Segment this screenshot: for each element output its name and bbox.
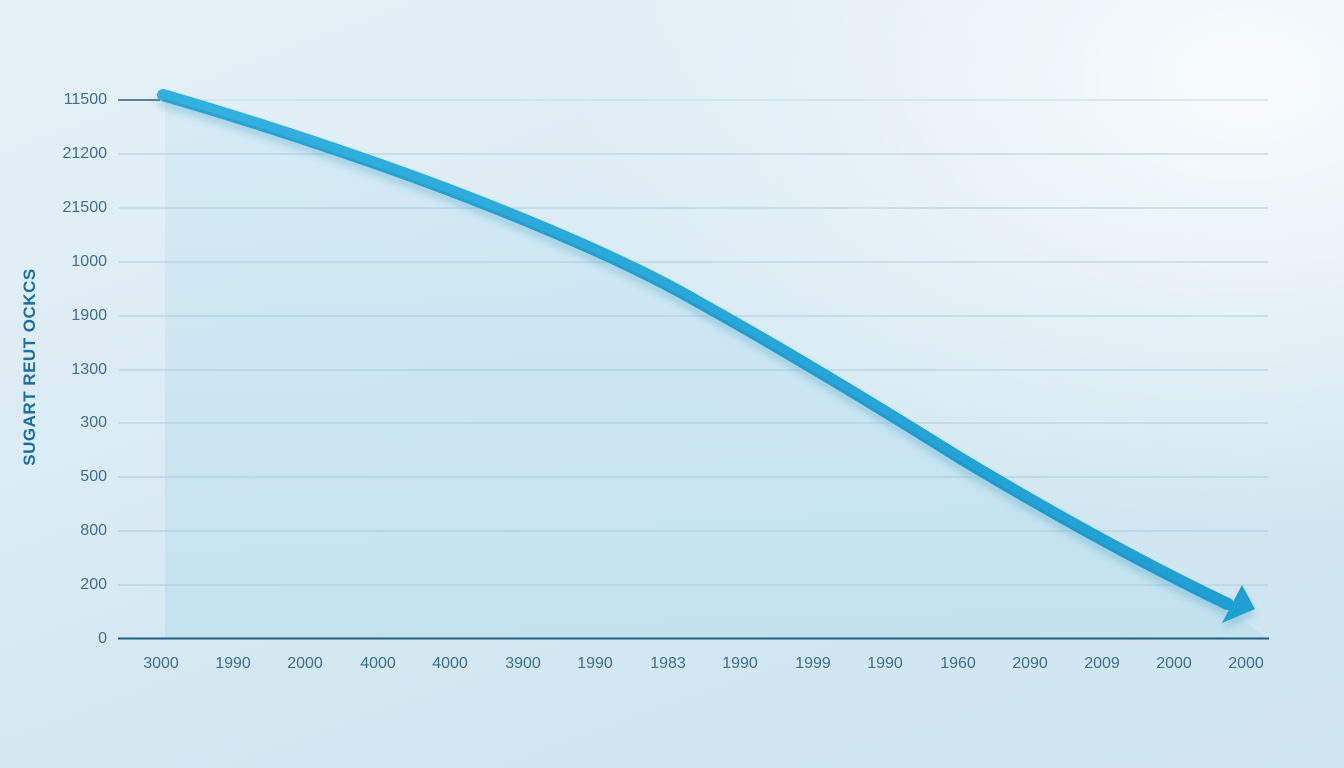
x-tick-label: 1990 bbox=[577, 655, 613, 672]
y-tick-label: 1300 bbox=[71, 361, 107, 378]
x-tick-label: 4000 bbox=[432, 655, 468, 672]
arrow-head-icon bbox=[1222, 585, 1255, 623]
x-tick-label: 1983 bbox=[650, 655, 686, 672]
y-tick-label: 21500 bbox=[62, 199, 108, 216]
y-tick-label: 500 bbox=[80, 468, 107, 485]
y-tick-label: 1000 bbox=[71, 253, 107, 270]
x-tick-label: 4000 bbox=[360, 655, 396, 672]
y-tick-label: 300 bbox=[80, 414, 107, 431]
y-tick-label: 800 bbox=[80, 522, 107, 539]
y-tick-label: 11500 bbox=[63, 91, 107, 108]
area-fill bbox=[165, 97, 1268, 639]
y-tick-label: 1900 bbox=[71, 307, 107, 324]
trend-line bbox=[157, 89, 1255, 623]
y-tick-label: 200 bbox=[80, 576, 107, 593]
x-tick-label: 1990 bbox=[722, 655, 758, 672]
x-tick-label: 3900 bbox=[505, 655, 541, 672]
x-tick-label: 1999 bbox=[795, 655, 831, 672]
x-tick-label: 3000 bbox=[143, 655, 179, 672]
x-tick-label: 1990 bbox=[867, 655, 903, 672]
x-tick-label: 2090 bbox=[1012, 655, 1048, 672]
x-tick-label: 2000 bbox=[1228, 655, 1264, 672]
y-tick-label: 21200 bbox=[62, 145, 108, 162]
x-tick-label: 2000 bbox=[1156, 655, 1192, 672]
y-tick-label: 0 bbox=[98, 630, 107, 647]
x-tick-label: 1960 bbox=[940, 655, 976, 672]
x-tick-label: 1990 bbox=[215, 655, 251, 672]
x-tick-label: 2000 bbox=[287, 655, 323, 672]
x-tick-label: 2009 bbox=[1084, 655, 1120, 672]
